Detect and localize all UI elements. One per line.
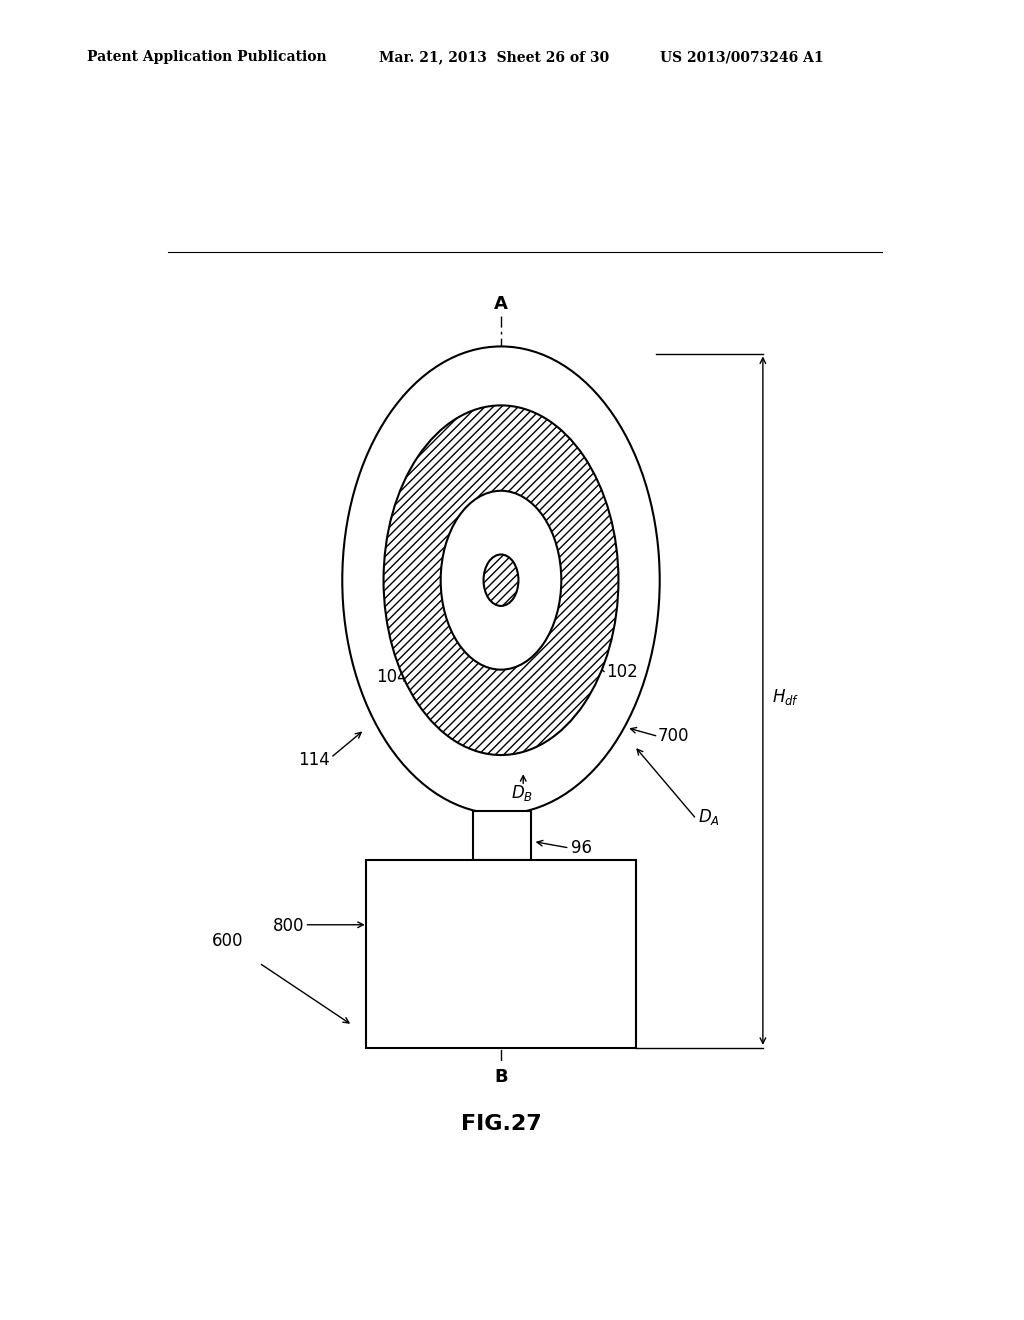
Ellipse shape xyxy=(384,405,618,755)
Text: 600: 600 xyxy=(211,932,243,950)
Ellipse shape xyxy=(342,346,659,814)
Text: Patent Application Publication: Patent Application Publication xyxy=(87,50,327,65)
Text: 102: 102 xyxy=(606,663,638,681)
Text: B: B xyxy=(495,1068,508,1086)
Text: 114: 114 xyxy=(299,751,331,770)
Text: FIG.27: FIG.27 xyxy=(461,1114,542,1134)
Text: $H_{df}$: $H_{df}$ xyxy=(772,688,800,708)
Text: 800: 800 xyxy=(272,917,304,935)
Text: $D_B$: $D_B$ xyxy=(511,784,534,804)
Text: $D_A$: $D_A$ xyxy=(697,807,720,828)
Ellipse shape xyxy=(483,554,518,606)
Bar xyxy=(367,859,636,1048)
Text: Mar. 21, 2013  Sheet 26 of 30: Mar. 21, 2013 Sheet 26 of 30 xyxy=(379,50,609,65)
Ellipse shape xyxy=(440,491,561,669)
Bar xyxy=(473,810,531,859)
Text: 96: 96 xyxy=(570,838,592,857)
Text: US 2013/0073246 A1: US 2013/0073246 A1 xyxy=(660,50,824,65)
Text: 700: 700 xyxy=(658,727,689,744)
Text: A: A xyxy=(494,294,508,313)
Text: 104: 104 xyxy=(376,668,408,686)
